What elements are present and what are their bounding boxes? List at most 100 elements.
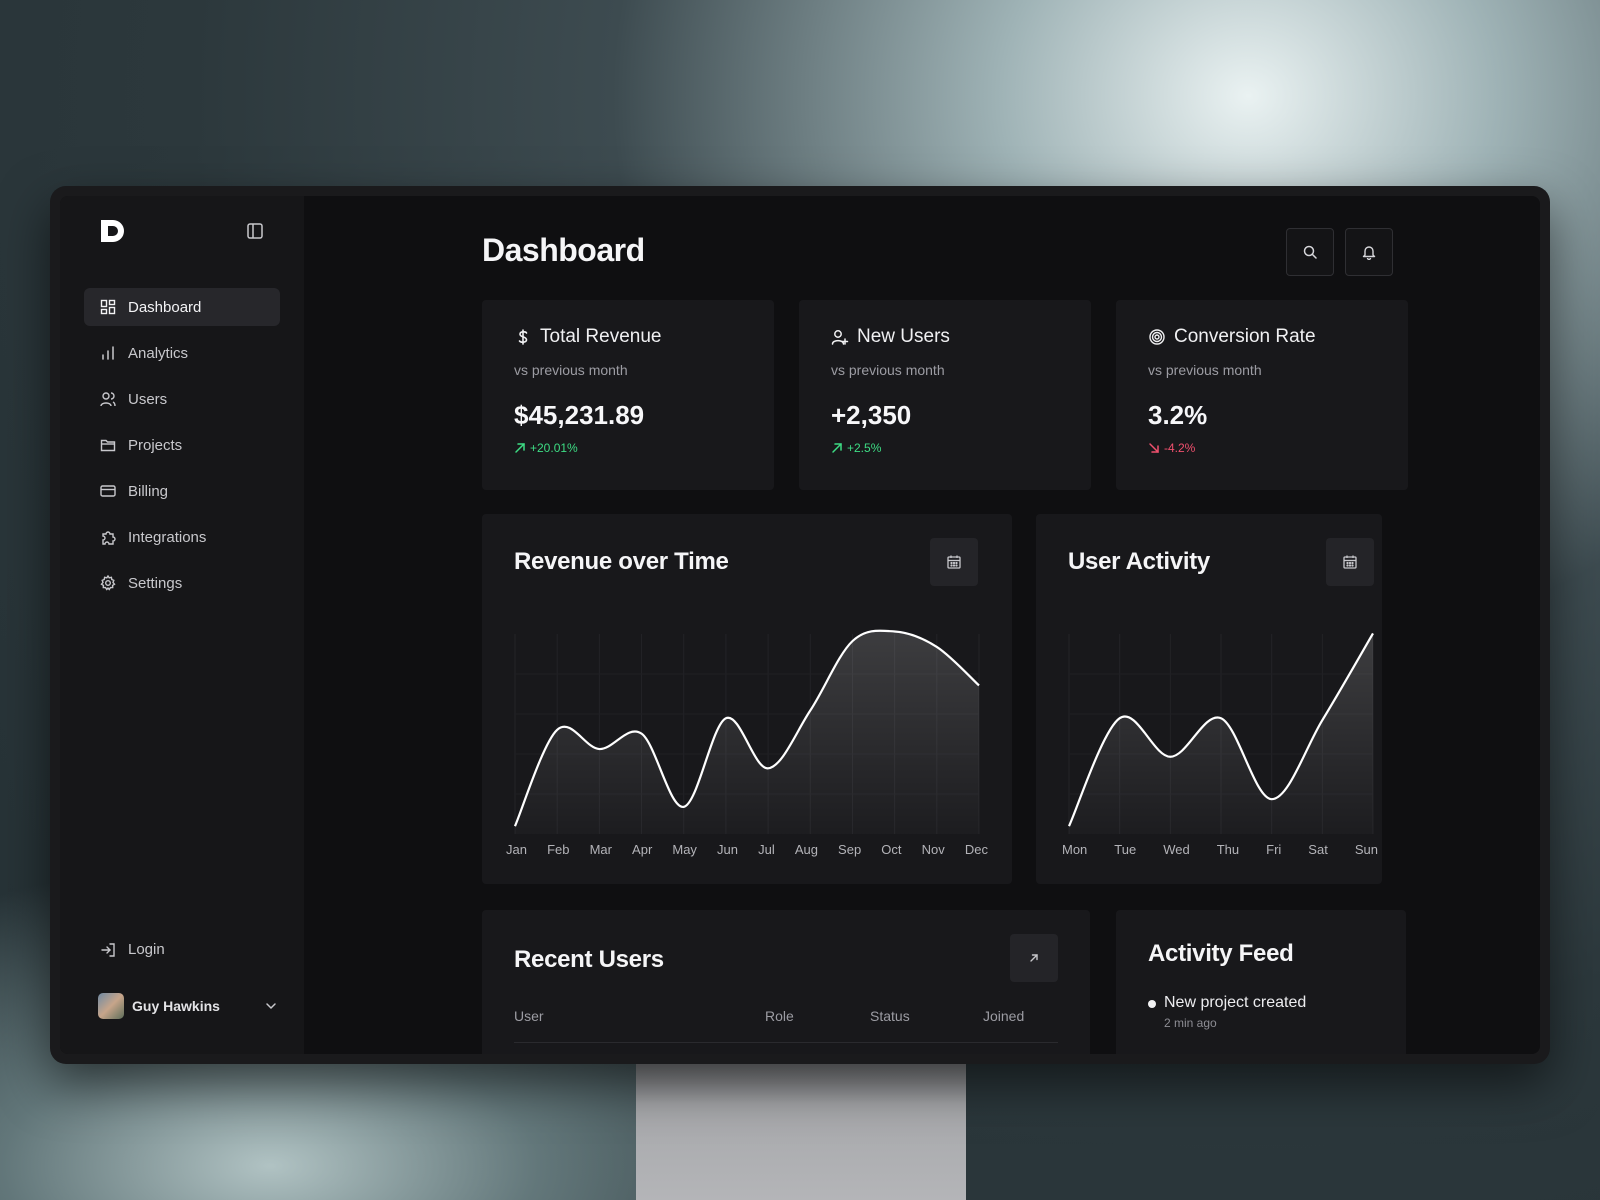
table-divider — [514, 1042, 1058, 1043]
tick-label: Tue — [1114, 842, 1137, 857]
series-area — [515, 630, 979, 834]
tick-label: Feb — [547, 842, 570, 857]
sidebar-item-label: Dashboard — [128, 298, 202, 316]
stat-delta: -4.2% — [1148, 441, 1376, 455]
monitor-frame: Dashboard Analytics Users — [50, 186, 1550, 1064]
sidebar-item-users[interactable]: Users — [84, 380, 280, 418]
panel-title: Recent Users — [514, 946, 664, 973]
calendar-icon — [1343, 555, 1357, 569]
sidebar-item-label: Projects — [128, 436, 183, 454]
sidebar-item-label: Users — [128, 390, 168, 408]
tick-label: Oct — [881, 842, 902, 857]
tick-label: Nov — [921, 842, 945, 857]
data-point-sep[interactable] — [846, 635, 858, 647]
target-icon — [1149, 329, 1165, 345]
tick-label: Jan — [506, 842, 527, 857]
sidebar-item-dashboard[interactable]: Dashboard — [84, 288, 280, 326]
column-header-status[interactable]: Status — [870, 1008, 910, 1024]
arrow-down-right-icon — [1149, 443, 1159, 453]
search-icon — [1303, 245, 1317, 259]
tick-label: Dec — [964, 842, 988, 857]
sidebar-item-projects[interactable]: Projects — [84, 426, 280, 464]
data-point-jun[interactable] — [720, 712, 732, 724]
folder-icon — [100, 439, 116, 452]
data-point-tue[interactable] — [1114, 712, 1126, 724]
data-point-thu[interactable] — [1215, 712, 1227, 724]
view-all-users-button[interactable] — [1010, 934, 1058, 982]
data-point-sun[interactable] — [1367, 627, 1374, 639]
activity-chart — [1068, 627, 1374, 834]
sidebar-nav: Dashboard Analytics Users — [84, 288, 280, 610]
puzzle-icon — [102, 531, 116, 545]
notifications-button[interactable] — [1345, 228, 1393, 276]
column-header-user[interactable]: User — [514, 1008, 544, 1024]
dollar-icon — [518, 329, 528, 345]
stat-delta: +2.5% — [831, 441, 1059, 455]
data-point-apr[interactable] — [636, 728, 648, 740]
data-point-fri[interactable] — [1266, 793, 1278, 805]
sidebar-item-label: Analytics — [128, 344, 189, 362]
column-header-role[interactable]: Role — [765, 1008, 794, 1024]
data-point-jul[interactable] — [762, 762, 774, 774]
revenue-date-button[interactable] — [930, 538, 978, 586]
sidebar-toggle-icon[interactable] — [246, 222, 264, 240]
stat-title: New Users — [857, 326, 950, 347]
tick-label: Jul — [758, 842, 775, 857]
column-header-joined[interactable]: Joined — [983, 1008, 1025, 1024]
sidebar-item-billing[interactable]: Billing — [84, 472, 280, 510]
tick-label: Thu — [1216, 842, 1240, 857]
sidebar: Dashboard Analytics Users — [60, 196, 304, 1054]
revenue-chart-panel: Revenue over Time Jan Feb Mar Apr May Jun Jul A… — [482, 514, 1012, 884]
page-title: Dashboard — [482, 232, 645, 268]
revenue-chart — [514, 625, 980, 834]
data-point-may[interactable] — [678, 801, 690, 813]
series-area — [1069, 633, 1373, 834]
activity-feed-panel: Activity Feed New project created 2 min … — [1116, 910, 1406, 1054]
user-name: Guy Hawkins — [132, 998, 220, 1014]
recent-users-panel: Recent Users User Role Status Joined — [482, 910, 1090, 1054]
tick-label: May — [672, 842, 697, 857]
data-point-feb[interactable] — [551, 724, 563, 736]
logo-icon[interactable] — [98, 218, 128, 244]
stat-value: +2,350 — [831, 400, 912, 430]
series-line — [1068, 632, 1374, 827]
data-point-aug[interactable] — [804, 705, 816, 717]
data-point-sat[interactable] — [1316, 714, 1328, 726]
activity-date-button[interactable] — [1326, 538, 1374, 586]
data-point-wed[interactable] — [1164, 751, 1176, 763]
stat-card-revenue: Total Revenue vs previous month $45,231.… — [482, 300, 774, 490]
users-icon — [100, 392, 116, 407]
data-point-oct[interactable] — [889, 625, 901, 637]
stat-card-conversion: Conversion Rate vs previous month 3.2% -… — [1116, 300, 1408, 490]
stat-value: 3.2% — [1148, 400, 1208, 430]
stat-title: Total Revenue — [540, 326, 662, 347]
tick-label: Wed — [1163, 842, 1190, 857]
stat-subtitle: vs previous month — [514, 362, 628, 378]
stat-delta-value: +2.5% — [847, 441, 882, 455]
bar-chart-icon — [102, 346, 114, 360]
sidebar-item-settings[interactable]: Settings — [84, 564, 280, 602]
sidebar-item-label: Billing — [128, 482, 169, 500]
stat-title: Conversion Rate — [1174, 326, 1316, 347]
stat-delta: +20.01% — [514, 441, 742, 455]
data-point-nov[interactable] — [931, 641, 943, 653]
user-menu[interactable]: Guy Hawkins — [98, 992, 278, 1020]
data-point-mar[interactable] — [593, 743, 605, 755]
gear-icon — [100, 575, 116, 591]
user-plus-icon — [831, 330, 849, 345]
feed-item-text: New project created — [1164, 994, 1307, 1011]
avatar — [98, 993, 124, 1019]
feed-item-time: 2 min ago — [1164, 1016, 1217, 1030]
login-link[interactable]: Login — [100, 941, 165, 958]
stat-card-new-users: New Users vs previous month +2,350 +2.5% — [799, 300, 1091, 490]
main-content: Dashboard Total Revenue vs — [304, 196, 1540, 1054]
panel-title: Revenue over Time — [514, 548, 729, 575]
sidebar-item-integrations[interactable]: Integrations — [84, 518, 280, 556]
tick-label: Mon — [1062, 842, 1088, 857]
sidebar-item-analytics[interactable]: Analytics — [84, 334, 280, 372]
stat-subtitle: vs previous month — [831, 362, 945, 378]
search-button[interactable] — [1286, 228, 1334, 276]
tick-label: Aug — [794, 842, 818, 857]
activity-chart-panel: User Activity Mon Tue Wed Thu Fri Sat Sun — [1036, 514, 1382, 884]
panel-title: Activity Feed — [1148, 940, 1294, 967]
